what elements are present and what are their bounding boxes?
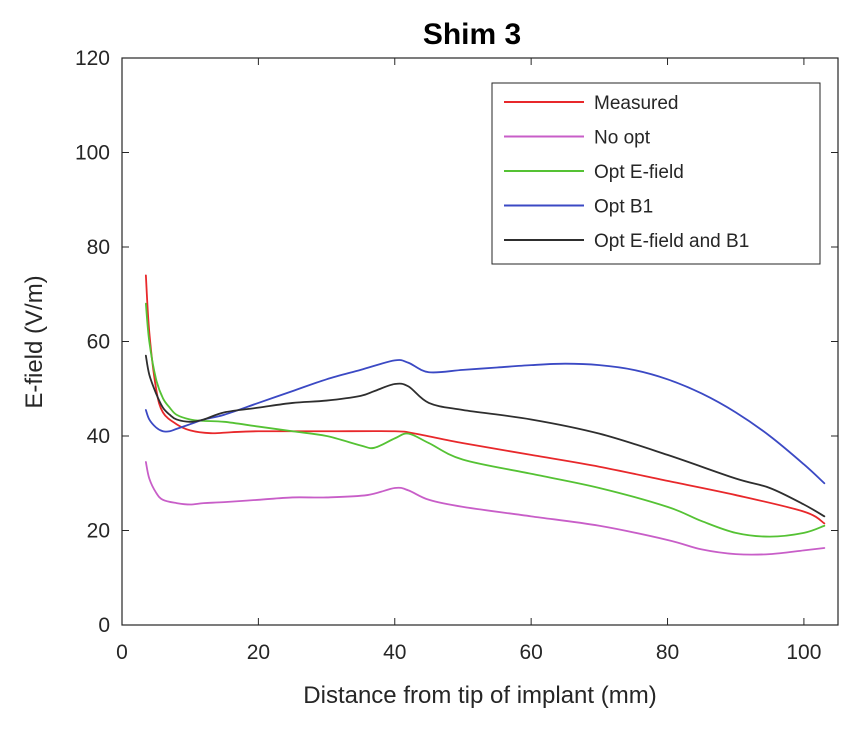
legend-label-no-opt: No opt	[594, 128, 651, 149]
series-line-no-opt	[144, 461, 826, 556]
axis-ticks: 0 20 40 60 80 100 0 20 40 60 80 100 120	[75, 47, 838, 664]
series-line-opt-e-field-and-b1	[144, 354, 826, 518]
legend-label-opt-b1: Opt B1	[594, 197, 653, 218]
legend-box	[491, 82, 821, 265]
y-tick-label: 100	[75, 142, 110, 165]
y-axis-label: E-field (V/m)	[21, 275, 48, 408]
x-tick-label: 80	[656, 641, 679, 664]
series-line-measured	[144, 274, 826, 525]
x-tick-label: 0	[116, 641, 128, 664]
legend-label-opt-e-field: Opt E-field	[594, 162, 684, 183]
legend-label-measured: Measured	[594, 93, 679, 114]
y-tick-label: 0	[98, 614, 110, 637]
y-tick-label: 120	[75, 47, 110, 70]
x-tick-label: 40	[383, 641, 406, 664]
legend: Measured No opt Opt E-field Opt B1 Opt E-fie…	[491, 82, 821, 265]
series-line-opt-b1	[144, 359, 826, 485]
y-tick-label: 80	[87, 236, 110, 259]
x-axis-label: Distance from tip of implant (mm)	[303, 682, 656, 709]
y-tick-label: 20	[87, 520, 110, 543]
x-tick-label: 20	[247, 641, 270, 664]
x-tick-label: 100	[786, 641, 821, 664]
chart-title: Shim 3	[423, 18, 521, 51]
series-group	[144, 274, 826, 556]
x-tick-label: 60	[519, 641, 542, 664]
y-tick-label: 40	[87, 425, 110, 448]
legend-label-opt-e-field-and-b1: Opt E-field and B1	[594, 231, 749, 252]
series-line-opt-e-field	[144, 302, 826, 538]
y-tick-label: 60	[87, 331, 110, 354]
